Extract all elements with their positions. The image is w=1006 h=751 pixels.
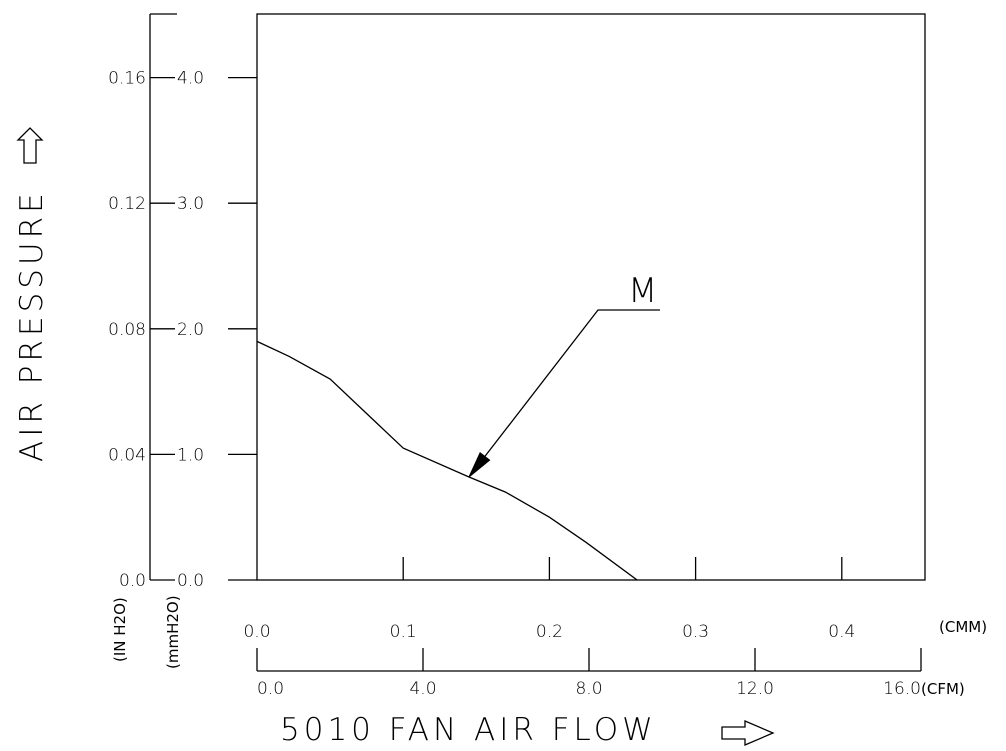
y-primary-tick-label: 4.0	[177, 69, 204, 89]
x-primary-tick-label: 0.1	[390, 622, 417, 642]
curve-annotation	[468, 309, 660, 478]
arrowhead	[468, 452, 491, 478]
x-axis-ticks: 0.0 0.1 0.2 0.3 0.4 0.0 4.0 8.0 12.0 16.0	[243, 557, 922, 699]
x-secondary-tick-label: 12.0	[736, 679, 774, 699]
y-secondary-tick-label: 0.08	[108, 320, 146, 340]
y-primary-unit-label: (mmH2O)	[164, 595, 182, 669]
x-axis-title: 5010 FAN AIR FLOW	[280, 712, 657, 748]
y-secondary-tick-label: 0.12	[108, 194, 146, 214]
right-arrow-icon	[721, 720, 775, 746]
x-primary-tick-label: 0.2	[536, 622, 563, 642]
x-primary-unit-label: (CMM)	[939, 618, 987, 636]
y-primary-tick-label: 0.0	[177, 571, 204, 591]
y-primary-tick-label: 3.0	[177, 194, 204, 214]
x-primary-tick-label: 0.3	[682, 622, 709, 642]
series-line	[256, 340, 638, 581]
y-axis-title: AIR PRESSURE	[14, 189, 50, 462]
x-secondary-tick-label: 8.0	[575, 679, 602, 699]
up-arrow-icon	[16, 127, 44, 164]
y-secondary-tick-label: 0.0	[119, 571, 146, 591]
y-primary-tick-label: 1.0	[177, 445, 204, 465]
x-primary-tick-label: 0.4	[828, 622, 855, 642]
x-secondary-unit-label: (CFM)	[921, 680, 965, 698]
y-secondary-tick-label: 0.16	[108, 69, 146, 89]
x-secondary-tick-label: 16.0	[883, 679, 921, 699]
y-secondary-unit-label: (IN H2O)	[111, 597, 129, 662]
series-layer	[256, 340, 638, 581]
x-secondary-tick-label: 4.0	[409, 679, 436, 699]
x-primary-tick-label: 0.0	[243, 622, 270, 642]
curve-label-m: M	[628, 271, 657, 311]
leader-line	[468, 309, 660, 478]
y-axis-ticks: 0.0 0.0 1.0 0.04 2.0 0.08 3.0 0.12 4.0 0.16	[108, 69, 257, 591]
x-secondary-tick-label: 0.0	[257, 679, 284, 699]
y-primary-tick-label: 2.0	[177, 320, 204, 340]
plot-frame	[256, 13, 926, 581]
y-secondary-tick-label: 0.04	[108, 445, 146, 465]
